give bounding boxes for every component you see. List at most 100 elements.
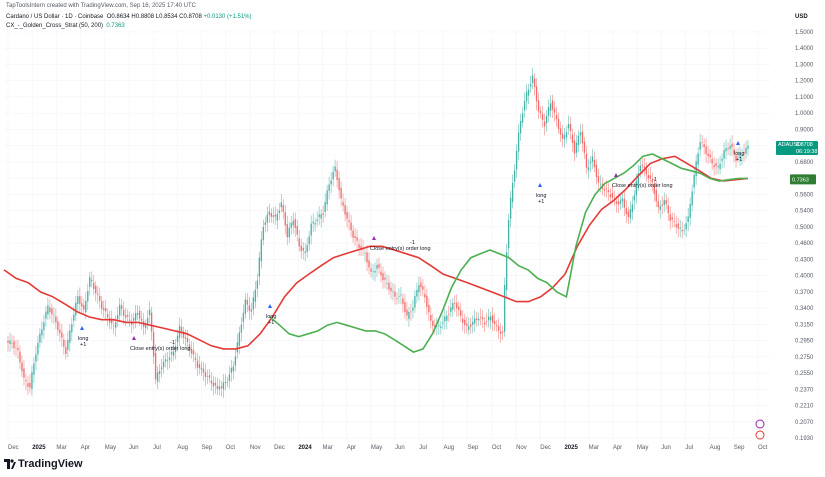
- candle-body: [625, 208, 628, 215]
- candle-body: [438, 325, 440, 327]
- signal-qty-label: +1: [268, 320, 274, 326]
- candle-body: [406, 309, 408, 316]
- x-tick-label: Sep: [202, 445, 213, 451]
- candle-body: [595, 164, 598, 177]
- candle-body: [338, 178, 340, 191]
- candle-body: [55, 316, 57, 323]
- candle-body: [21, 362, 23, 372]
- candle-body: [268, 211, 270, 215]
- candle-body: [505, 252, 508, 291]
- candle-body: [426, 295, 428, 307]
- candle-body: [230, 367, 233, 373]
- candle-body: [236, 342, 239, 353]
- candle-body: [466, 323, 468, 326]
- candle-body: [633, 195, 636, 201]
- candle-body: [322, 213, 324, 215]
- candle-body: [573, 140, 576, 154]
- candle-body: [228, 374, 231, 382]
- y-tick-label: 1.1000: [795, 95, 814, 101]
- candle-body: [537, 100, 540, 112]
- candle-body: [250, 309, 253, 312]
- candle-body: [51, 308, 53, 315]
- x-tick-label: Dec: [274, 445, 285, 451]
- candle-body: [501, 331, 504, 333]
- candle-body: [342, 202, 344, 206]
- candle-body: [456, 302, 458, 309]
- candle-body: [57, 321, 59, 331]
- y-tick-label: 1.5000: [795, 30, 814, 36]
- candle-body: [208, 375, 211, 378]
- candle-body: [79, 295, 81, 304]
- candle-body: [472, 321, 474, 325]
- candle-body: [414, 296, 416, 308]
- x-tick-label: Apr: [81, 445, 90, 451]
- y-tick-label: 0.4000: [795, 274, 814, 280]
- candle-body: [91, 279, 93, 282]
- candle-body: [420, 282, 422, 288]
- candle-body: [304, 251, 306, 254]
- candle-body: [549, 103, 552, 112]
- candle-body: [523, 100, 526, 111]
- candle-body: [478, 318, 480, 321]
- candle-body: [741, 154, 743, 157]
- x-tick-label: Oct: [758, 445, 768, 451]
- y-tick-label: 0.2370: [795, 387, 814, 393]
- candle-body: [272, 215, 274, 217]
- candle-body: [314, 222, 316, 225]
- candle-body: [565, 132, 568, 138]
- price-tag-symbol: ADAUSD: [778, 142, 801, 148]
- candle-body: [480, 316, 482, 318]
- candle-body: [653, 185, 655, 194]
- candle-body: [587, 167, 590, 171]
- series-line-sma50: [269, 153, 748, 353]
- candle-body: [683, 229, 685, 231]
- candle-body: [432, 320, 434, 326]
- candle-body: [348, 220, 350, 223]
- candle-body: [557, 118, 560, 129]
- candle-body: [649, 175, 651, 179]
- x-tick-label: Jul: [419, 445, 427, 451]
- candle-body: [276, 213, 278, 221]
- candle-body: [577, 135, 580, 146]
- candle-body: [105, 308, 107, 312]
- signal-qty-label: -1: [652, 177, 657, 183]
- candle-body: [400, 294, 402, 296]
- signal-qty-label: +1: [736, 157, 742, 163]
- candle-body: [258, 257, 261, 277]
- candle-body: [418, 285, 420, 293]
- candle-body: [561, 133, 564, 139]
- candle-body: [390, 287, 392, 292]
- y-tick-label: 1.2000: [795, 79, 814, 85]
- candle-body: [388, 282, 390, 290]
- candle-body: [260, 239, 263, 262]
- x-tick-label: Oct: [492, 445, 502, 451]
- candle-body: [103, 308, 105, 311]
- candle-body: [41, 329, 43, 336]
- candle-body: [354, 236, 356, 238]
- candle-body: [97, 293, 99, 295]
- candle-body: [543, 121, 546, 127]
- candle-body: [334, 166, 336, 172]
- candle-body: [675, 224, 677, 228]
- x-tick-label: Sep: [734, 445, 745, 451]
- candle-body: [174, 346, 177, 353]
- candle-body: [717, 166, 719, 168]
- candle-body: [681, 230, 683, 232]
- x-tick-label: Oct: [226, 445, 236, 451]
- candle-body: [615, 201, 618, 204]
- candle-body: [29, 382, 31, 388]
- y-tick-label: 0.1930: [795, 436, 814, 442]
- candle-body: [366, 252, 368, 263]
- candle-body: [655, 190, 657, 202]
- candle-body: [162, 361, 165, 368]
- long-arrow-icon: [736, 141, 740, 145]
- long-arrow-icon: [538, 183, 542, 187]
- candle-body: [35, 354, 37, 362]
- y-unit-label: USD: [795, 14, 808, 20]
- candle-body: [386, 283, 388, 284]
- candle-body: [166, 360, 169, 362]
- event-marker-icon: [755, 430, 765, 440]
- candle-body: [673, 221, 675, 222]
